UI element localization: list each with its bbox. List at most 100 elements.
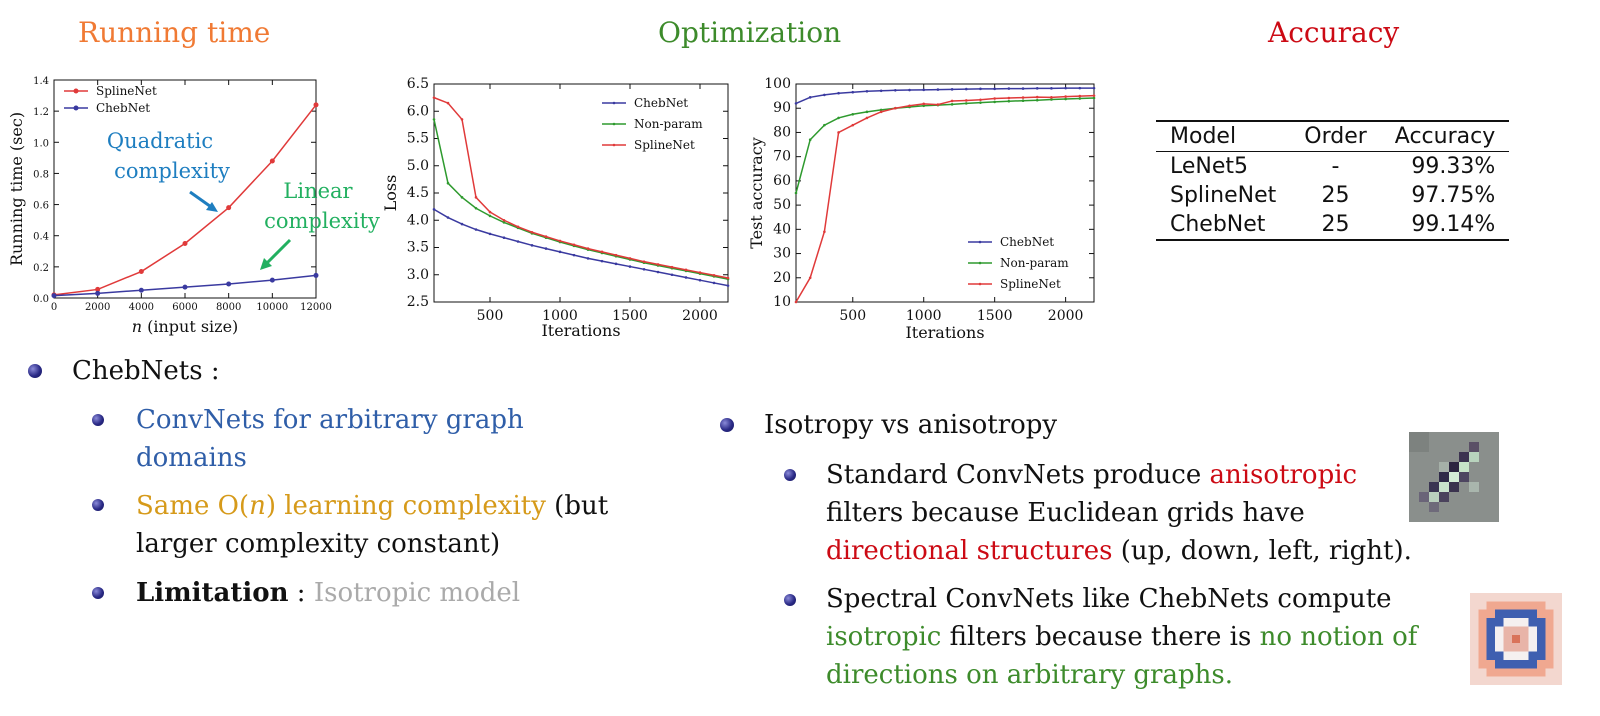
series-line-chebnet [795,87,1094,105]
series-line-non-param [795,97,1095,194]
isotropic-filter-image [1470,593,1562,685]
data-point [1078,97,1082,100]
data-point [432,118,436,121]
data-point [922,102,926,106]
data-point [138,287,144,293]
data-point [656,270,660,274]
plain-text: filters because there is [941,622,1260,652]
data-point [964,102,968,105]
x-tick-label: 2000 [1048,308,1084,324]
y-tick-label: 10 [773,294,791,310]
data-point [698,278,702,282]
bullet-line: domains [136,443,247,473]
arrow-head-icon [260,258,272,270]
data-point [488,232,492,236]
table-header-model: Model [1170,124,1237,149]
y-tick-label: 3.0 [407,267,429,283]
data-point [823,230,826,234]
data-point [879,108,883,112]
data-point [698,271,702,274]
data-point [1092,96,1096,100]
data-point [922,104,926,108]
data-point [1007,99,1011,103]
y-tick-label: 50 [773,197,791,213]
y-tick-label: 30 [773,246,791,262]
data-point [226,281,232,287]
data-point [908,104,911,108]
x-tick-label: 1000 [906,308,942,324]
data-point [51,293,57,299]
data-point [502,218,506,222]
data-point [432,96,436,99]
data-point [269,158,275,164]
data-point [432,208,436,211]
data-point [865,110,869,114]
y-tick-label: 3.5 [407,240,429,256]
bullet-dot-icon [720,418,734,432]
y-tick-label: 90 [773,100,791,116]
y-axis-title: Loss [381,175,400,212]
data-point [794,191,798,195]
data-point [794,102,798,105]
legend-marker [978,240,982,244]
data-point [1050,96,1053,99]
data-point [979,87,982,91]
data-point [684,268,688,272]
test-accuracy-chart: 500 1000 1500 2000 10 20 30 40 50 60 70 80 90 100 Iter… [747,76,1096,342]
data-point [642,268,646,271]
bullet-line: filters because Euclidean grids have [826,498,1305,528]
legend-label: Non-param [634,117,703,131]
data-point [474,228,478,231]
data-point [894,88,897,92]
table-cell-model: LeNet5 [1170,154,1249,179]
data-point [684,276,688,279]
data-point [586,247,590,250]
data-point [1007,96,1011,100]
plot-frame [53,79,317,299]
running-time-chart: 0 2000 4000 6000 8000 10000 12000 0.0 0.2 0.4 0.6 0… [7,76,380,336]
y-tick-label: 4.0 [407,212,429,228]
table-cell-accuracy: 97.75% [1411,183,1496,208]
legend-label: ChebNet [96,101,150,115]
bullet-limitation: Limitation : Isotropic model [136,574,520,612]
x-tick-label: 2000 [682,308,718,324]
plain-text: (but [545,491,609,521]
heading-accuracy: Accuracy [1268,16,1400,49]
y-tick-label: 6.5 [407,76,429,92]
data-point [1092,94,1096,97]
table-cell-accuracy: 99.14% [1411,212,1496,237]
anisotropic-filter-image [1409,432,1499,522]
data-point [530,230,534,234]
data-point [1021,96,1025,99]
x-tick-label: 8000 [216,302,241,313]
data-point [474,206,478,210]
series-line-non-param [433,119,729,280]
legend-label: Non-param [1000,256,1069,270]
data-point [313,102,319,108]
data-point [1007,87,1011,90]
data-point [544,235,548,238]
legend-marker [612,101,616,105]
data-point [726,276,730,280]
data-point [670,273,674,277]
legend-marker [978,282,982,286]
bullet-line: directional structures (up, down, left, … [826,532,1412,570]
x-tick-label: 2000 [85,302,110,313]
data-point [572,243,576,247]
data-point [1035,95,1039,99]
data-point [628,265,632,268]
data-point [823,93,826,97]
x-tick-label: 10000 [256,302,288,313]
table-cell-order: 25 [1321,183,1350,208]
bullet-line: Spectral ConvNets like ChebNets compute [826,584,1392,614]
data-point [138,269,144,275]
series-line-splinenet [433,96,729,279]
data-point [446,181,450,185]
data-point [879,110,883,114]
bullet-dot-icon [92,499,104,511]
data-point [269,277,275,283]
data-point [794,300,798,304]
legend-marker [612,143,616,147]
plain-text: (up, down, left, right). [1112,536,1412,566]
data-point [446,101,450,105]
